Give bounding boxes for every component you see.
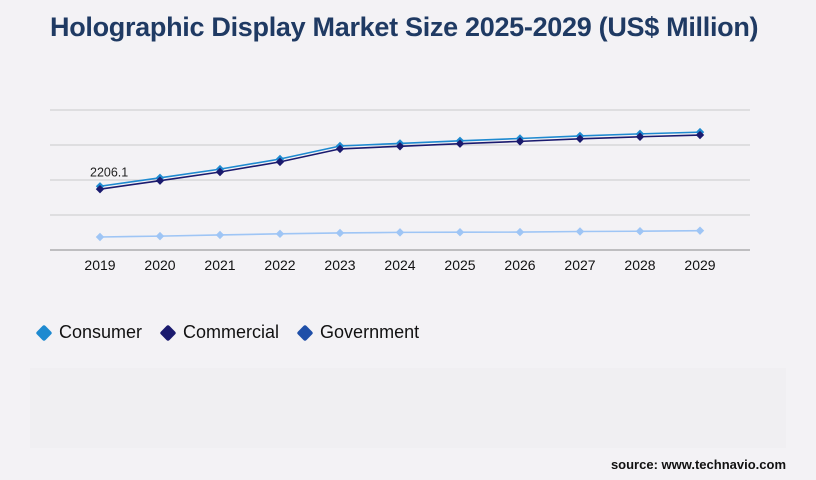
data-point-government [155, 231, 165, 241]
data-point-commercial [695, 130, 705, 140]
data-point-government [695, 226, 705, 235]
data-point-government [455, 228, 465, 237]
blank-panel [30, 368, 786, 448]
legend: Consumer Commercial Government [35, 322, 439, 343]
data-point-commercial [455, 139, 465, 148]
data-point-commercial [335, 144, 345, 154]
x-tick-label: 2020 [144, 257, 175, 273]
data-point-commercial [515, 137, 525, 146]
chart-title: Holographic Display Market Size 2025-202… [50, 12, 759, 42]
data-point-government [335, 228, 345, 238]
legend-label-commercial: Commercial [183, 322, 280, 342]
data-point-government [575, 227, 585, 236]
legend-label-government: Government [320, 322, 420, 342]
data-point-government [395, 228, 405, 237]
x-tick-label: 2024 [384, 257, 415, 273]
x-tick-label: 2019 [84, 257, 115, 273]
legend-marker-consumer [35, 324, 53, 341]
data-point-government [275, 229, 285, 239]
x-tick-label: 2023 [324, 257, 355, 273]
source-credit: source: www.technavio.com [610, 457, 786, 472]
data-point-commercial [95, 184, 105, 194]
line-chart: 2019 2020 2021 2022 2023 2024 2025 2026 2027 2028… [50, 109, 750, 273]
data-point-commercial [395, 142, 405, 151]
chart-area: 2019 2020 2021 2022 2023 2024 2025 2026 2027 2028… [50, 109, 750, 273]
data-point-commercial [575, 134, 585, 143]
x-tick-label: 2029 [684, 257, 715, 273]
data-point-commercial [635, 132, 645, 141]
data-point-commercial [275, 157, 285, 167]
legend-item-consumer: Consumer [35, 322, 143, 343]
data-point-government [635, 227, 645, 236]
x-tick-label: 2027 [564, 257, 595, 273]
data-point-commercial [155, 176, 165, 185]
data-label: 2206.1 [90, 165, 128, 179]
legend-item-commercial: Commercial [159, 322, 280, 343]
legend-label-consumer: Consumer [59, 322, 143, 342]
x-tick-label: 2021 [204, 257, 235, 273]
x-tick-label: 2028 [624, 257, 655, 273]
x-tick-label: 2022 [264, 257, 295, 273]
x-tick-label: 2025 [444, 257, 475, 273]
data-point-government [515, 227, 525, 237]
legend-item-government: Government [296, 322, 420, 343]
legend-marker-government [296, 324, 314, 341]
x-tick-label: 2026 [504, 257, 535, 273]
data-point-commercial [215, 167, 225, 177]
data-point-government [215, 230, 225, 240]
legend-marker-commercial [159, 324, 177, 341]
data-point-government [95, 232, 105, 242]
